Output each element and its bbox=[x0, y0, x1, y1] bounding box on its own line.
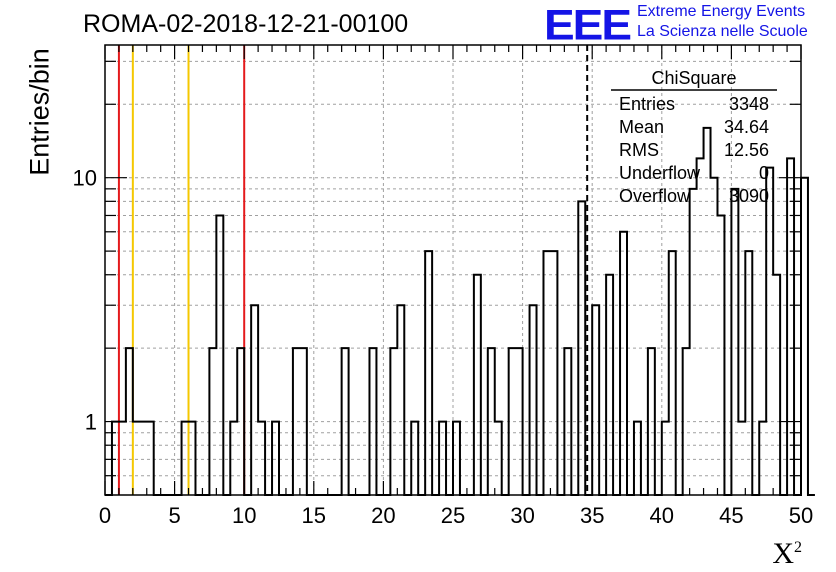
stats-label-underflow: Underflow bbox=[619, 163, 701, 183]
stats-box-name: ChiSquare bbox=[651, 68, 736, 88]
x-tick-label: 40 bbox=[650, 503, 674, 528]
stats-value-mean: 34.64 bbox=[724, 117, 769, 137]
axis-ticks: 0 5 10 15 20 25 30 35 40 45 50 1 10 bbox=[73, 45, 813, 528]
x-tick-label: 15 bbox=[302, 503, 326, 528]
y-tick-label: 1 bbox=[85, 410, 97, 435]
x-tick-label: 25 bbox=[441, 503, 465, 528]
stats-value-rms: 12.56 bbox=[724, 140, 769, 160]
x-tick-label: 0 bbox=[99, 503, 111, 528]
stats-label-rms: RMS bbox=[619, 140, 659, 160]
stats-value-entries: 3348 bbox=[729, 94, 769, 114]
x-tick-label: 10 bbox=[232, 503, 256, 528]
x-axis-label-main: X bbox=[772, 537, 794, 570]
stats-label-entries: Entries bbox=[619, 94, 675, 114]
logo-tagline-2: La Scienza nelle Scuole bbox=[637, 23, 808, 40]
x-axis-label: X2 bbox=[772, 537, 802, 571]
stats-value-overflow: 3090 bbox=[729, 186, 769, 206]
x-tick-label: 50 bbox=[789, 503, 813, 528]
cut-lines bbox=[117, 45, 589, 495]
stats-value-underflow: 0 bbox=[759, 163, 769, 183]
x-tick-label: 45 bbox=[719, 503, 743, 528]
x-axis-label-superscript: 2 bbox=[794, 539, 802, 556]
x-tick-label: 30 bbox=[510, 503, 534, 528]
stats-label-overflow: Overflow bbox=[619, 186, 691, 206]
y-tick-label: 10 bbox=[73, 166, 97, 191]
eee-logo: EEE bbox=[544, 0, 632, 49]
stats-label-mean: Mean bbox=[619, 117, 664, 137]
logo-tagline-1: Extreme Energy Events bbox=[637, 3, 806, 20]
x-tick-label: 5 bbox=[168, 503, 180, 528]
histogram-outline bbox=[105, 126, 815, 496]
x-tick-label: 20 bbox=[371, 503, 395, 528]
stats-box: ChiSquare Entries 3348 Mean 34.64 RMS 12.56 Und… bbox=[611, 68, 777, 206]
y-axis-label: Entries/bin bbox=[24, 48, 55, 176]
run-title: ROMA-02-2018-12-21-00100 bbox=[83, 10, 409, 38]
x-tick-label: 35 bbox=[580, 503, 604, 528]
